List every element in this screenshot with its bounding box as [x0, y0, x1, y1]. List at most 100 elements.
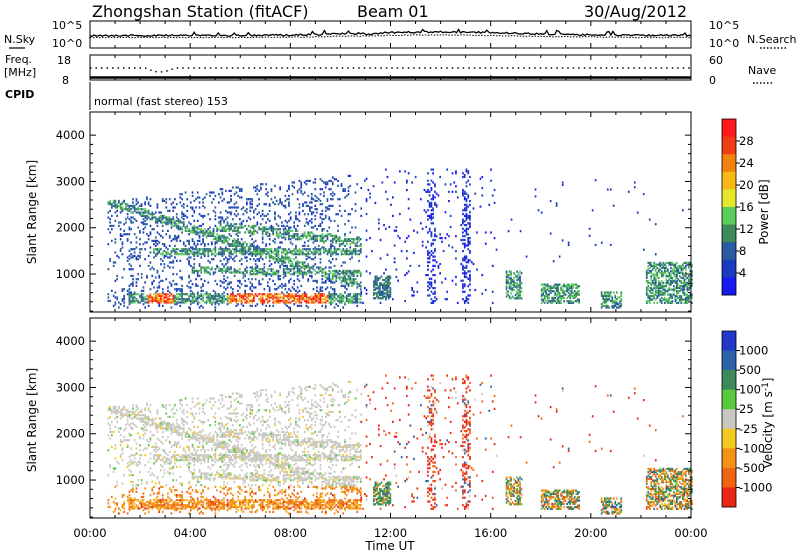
power-cell [296, 266, 299, 269]
power-cell [172, 218, 175, 221]
power-cell [302, 294, 304, 297]
power-cell [149, 213, 152, 216]
power-cell [365, 212, 368, 216]
velocity-cell [125, 427, 127, 430]
power-cell [465, 264, 468, 267]
power-cell [188, 249, 190, 252]
power-cell [270, 226, 273, 229]
power-cell [151, 216, 154, 219]
power-cell [510, 272, 512, 275]
power-cell [184, 191, 187, 194]
velocity-cell [111, 420, 113, 423]
power-cell [167, 223, 169, 226]
power-cell [205, 249, 208, 252]
power-cell [570, 295, 573, 298]
power-cell [542, 293, 544, 296]
power-cell [349, 246, 352, 249]
power-cell [665, 283, 668, 286]
power-cell [337, 273, 339, 276]
y-tick-label: 1000 [56, 267, 85, 281]
power-cell [181, 248, 183, 251]
power-cell [465, 198, 468, 201]
power-cell [289, 273, 292, 276]
power-cell [333, 281, 336, 284]
power-cell [147, 209, 150, 212]
power-cell [289, 251, 292, 254]
velocity-cell [123, 510, 125, 513]
power-cell [177, 226, 180, 229]
power-cell [657, 280, 660, 283]
power-cell [281, 291, 283, 294]
velocity-cell [112, 500, 115, 503]
power-cell [328, 291, 331, 294]
power-cell [330, 294, 332, 297]
power-cell [296, 233, 299, 236]
power-cell [281, 233, 283, 236]
power-cell [133, 208, 136, 211]
power-cell [193, 224, 196, 227]
power-cell [360, 187, 363, 190]
power-cell [232, 186, 234, 189]
power-cell [123, 304, 125, 307]
power-cell [462, 235, 464, 238]
power-cell [288, 238, 290, 241]
power-cell [282, 256, 285, 259]
power-cell [209, 273, 211, 276]
power-cell [260, 268, 262, 271]
power-cell [333, 273, 336, 276]
power-cell [253, 216, 255, 219]
power-cell [188, 241, 190, 244]
power-cell [388, 282, 390, 285]
power-cell [209, 248, 211, 251]
power-cell [682, 271, 684, 274]
power-cell [319, 203, 322, 206]
power-cell [186, 258, 189, 261]
velocity-cell [128, 502, 131, 505]
power-cell [130, 296, 132, 299]
power-cell [151, 301, 154, 304]
power-cell [463, 198, 466, 201]
power-cell [181, 204, 183, 207]
power-cell [657, 291, 660, 294]
power-cell [158, 211, 161, 214]
power-cell [404, 274, 406, 277]
power-cell [572, 296, 574, 299]
power-cell [202, 204, 204, 207]
power-cell [316, 281, 318, 284]
velocity-cell [160, 499, 162, 502]
power-cell [200, 266, 203, 269]
power-cell [219, 223, 222, 226]
velocity-cell [140, 504, 143, 507]
velocity-cell [137, 479, 139, 482]
power-cell [218, 239, 220, 242]
power-cell [165, 233, 168, 236]
power-cell [324, 239, 327, 242]
power-cell [389, 288, 392, 292]
power-cell [679, 295, 681, 298]
velocity-cell [144, 429, 146, 432]
power-cell [126, 233, 129, 236]
power-cell [244, 224, 246, 227]
power-cell [465, 205, 468, 208]
power-cell [219, 269, 222, 272]
power-cell [126, 239, 129, 242]
power-cell [237, 243, 239, 246]
power-cell [182, 299, 185, 302]
power-cell [268, 288, 271, 291]
power-cell [428, 205, 431, 208]
power-cell [279, 259, 281, 262]
power-cell [685, 264, 687, 267]
velocity-cell [109, 424, 111, 427]
power-cell [189, 299, 192, 302]
power-cell [319, 188, 322, 191]
power-cell [369, 237, 371, 240]
power-cell [260, 228, 262, 231]
power-cell [128, 218, 131, 221]
power-cell [427, 253, 429, 256]
power-cell [653, 266, 656, 269]
power-cell [216, 301, 218, 304]
power-cell [226, 243, 229, 246]
power-cell [516, 270, 518, 273]
power-cell [177, 301, 180, 304]
power-cell [371, 250, 373, 253]
